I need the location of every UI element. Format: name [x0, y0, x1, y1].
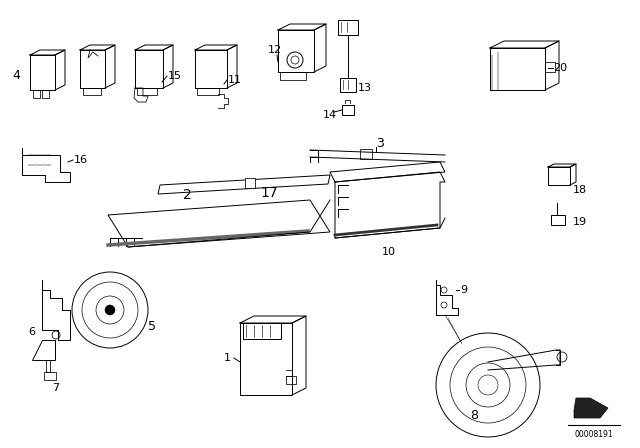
Circle shape: [52, 331, 60, 339]
Text: 2: 2: [183, 188, 192, 202]
Text: 13: 13: [358, 83, 372, 93]
Text: 9: 9: [460, 285, 467, 295]
Bar: [286, 376, 296, 384]
Text: 17: 17: [260, 186, 278, 200]
Circle shape: [72, 272, 148, 348]
Bar: [197, 88, 219, 95]
Bar: [44, 372, 56, 380]
Circle shape: [105, 305, 115, 315]
Bar: [340, 78, 356, 92]
Text: 4: 4: [12, 69, 20, 82]
Circle shape: [82, 282, 138, 338]
Text: 3: 3: [376, 137, 384, 150]
Polygon shape: [158, 175, 330, 194]
Polygon shape: [32, 340, 55, 360]
Text: 1: 1: [224, 353, 231, 363]
Text: 5: 5: [148, 319, 156, 332]
Text: 19: 19: [573, 217, 587, 227]
Text: 14: 14: [323, 110, 337, 120]
Text: 18: 18: [573, 185, 587, 195]
Circle shape: [478, 375, 498, 395]
Circle shape: [96, 296, 124, 324]
Circle shape: [441, 302, 447, 308]
Text: 00008191: 00008191: [575, 430, 613, 439]
Circle shape: [466, 363, 510, 407]
Bar: [280, 72, 306, 80]
Polygon shape: [330, 162, 445, 182]
Text: 11: 11: [228, 75, 242, 85]
Circle shape: [450, 347, 526, 423]
Bar: [338, 20, 358, 35]
Polygon shape: [574, 398, 608, 418]
Text: 7: 7: [52, 383, 59, 393]
Circle shape: [436, 333, 540, 437]
Bar: [342, 105, 354, 115]
Text: 6: 6: [28, 327, 35, 337]
Circle shape: [291, 56, 299, 64]
Bar: [137, 88, 157, 95]
Bar: [245, 178, 255, 188]
Text: 12: 12: [268, 45, 282, 55]
Circle shape: [557, 352, 567, 362]
Text: 20: 20: [553, 63, 567, 73]
Text: 8: 8: [470, 409, 478, 422]
Polygon shape: [108, 200, 330, 247]
Bar: [83, 88, 101, 95]
Bar: [551, 215, 565, 225]
Text: 16: 16: [74, 155, 88, 165]
Circle shape: [441, 287, 447, 293]
Text: 15: 15: [168, 71, 182, 81]
Bar: [360, 149, 372, 159]
Text: 10: 10: [382, 247, 396, 257]
Bar: [243, 323, 281, 339]
Bar: [33, 90, 40, 98]
Circle shape: [287, 52, 303, 68]
Bar: [42, 90, 49, 98]
